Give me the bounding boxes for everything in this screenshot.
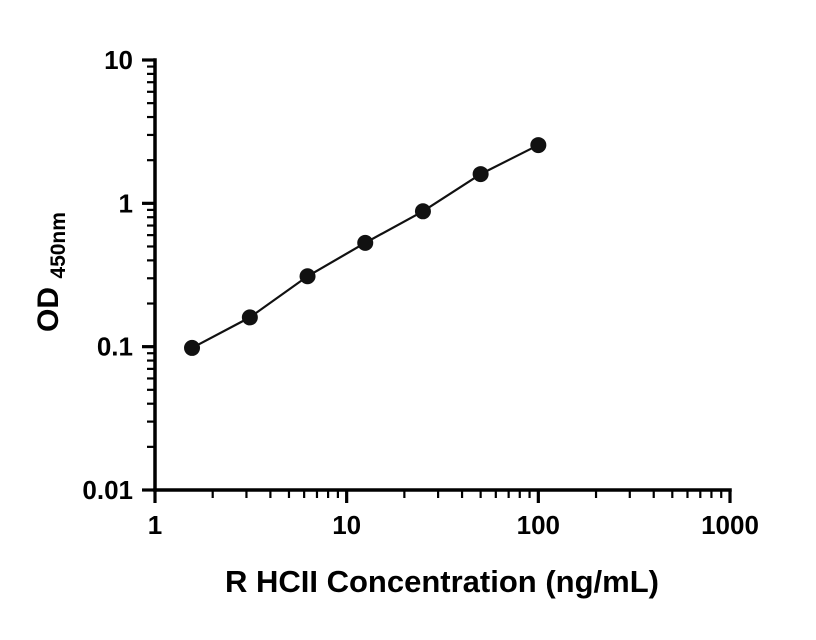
y-tick-label: 10 bbox=[104, 45, 133, 75]
data-point bbox=[530, 137, 547, 154]
axes bbox=[153, 58, 732, 492]
tick-labels: 1 10 100 1000 10 1 0.1 0.01 bbox=[82, 45, 759, 540]
y-axis-title: OD 450nm bbox=[32, 212, 70, 332]
data-point bbox=[299, 268, 316, 285]
major-ticks bbox=[142, 58, 732, 503]
data-point bbox=[414, 203, 431, 220]
y-tick-label: 1 bbox=[119, 188, 133, 218]
y-axis-title-subscript: 450nm bbox=[47, 212, 70, 279]
data-point bbox=[184, 339, 201, 356]
x-tick-label: 1 bbox=[148, 510, 162, 540]
x-tick-label: 1000 bbox=[701, 510, 759, 540]
y-tick-label: 0.1 bbox=[97, 332, 133, 362]
x-tick-label: 10 bbox=[332, 510, 361, 540]
data-point bbox=[241, 309, 258, 326]
x-tick-label: 100 bbox=[517, 510, 560, 540]
minor-ticks bbox=[147, 65, 723, 498]
data-point bbox=[472, 166, 489, 183]
y-axis-title-main: OD bbox=[32, 287, 65, 332]
y-tick-label: 0.01 bbox=[82, 475, 133, 505]
data-series bbox=[184, 137, 547, 356]
x-axis-title: R HCII Concentration (ng/mL) bbox=[225, 564, 659, 599]
data-point bbox=[357, 234, 374, 251]
